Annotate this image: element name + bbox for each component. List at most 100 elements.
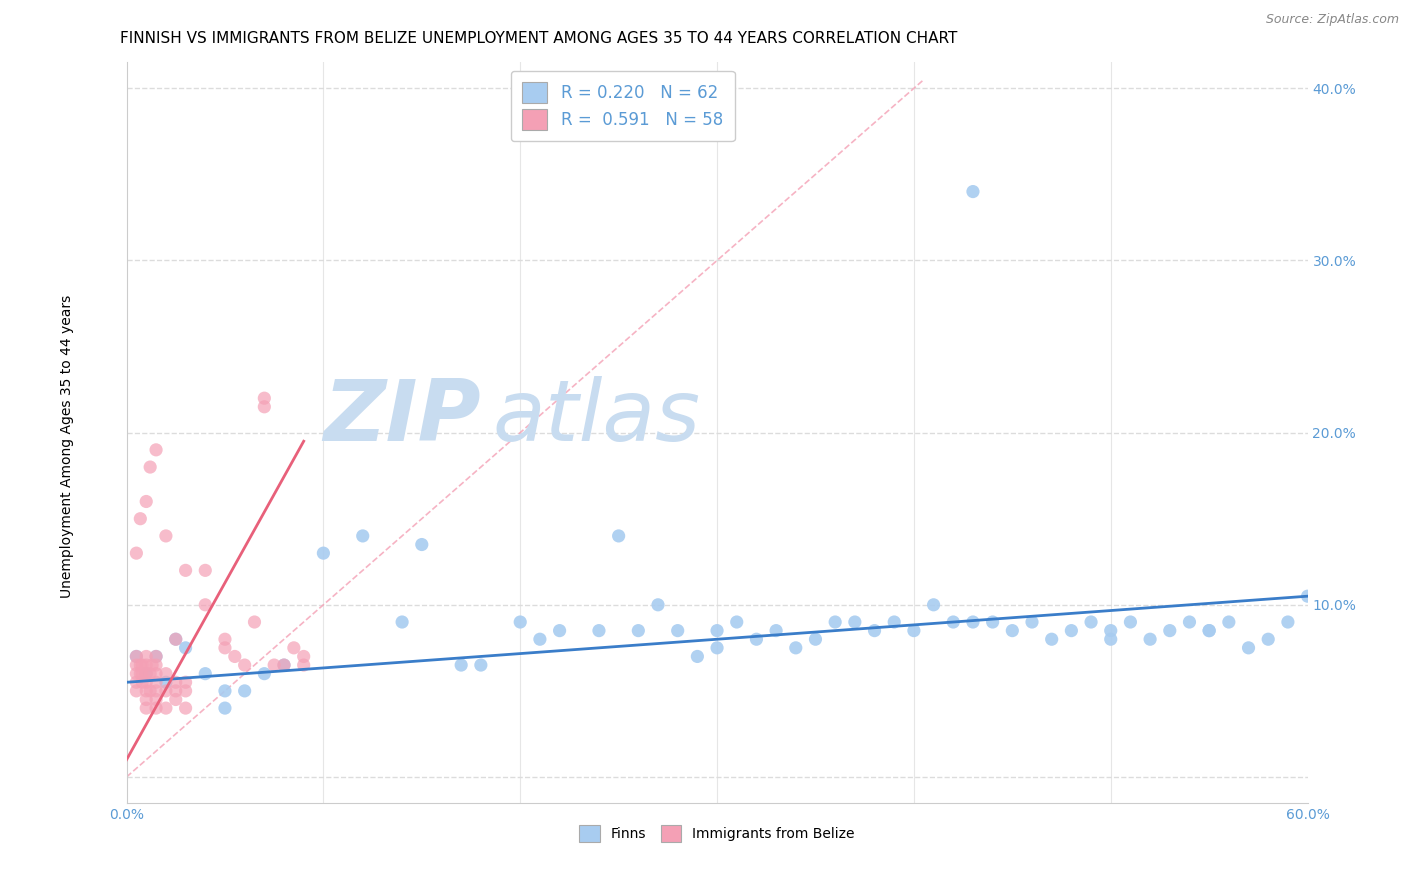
Point bbox=[243, 615, 266, 629]
Point bbox=[263, 658, 285, 673]
Point bbox=[135, 692, 157, 706]
Point bbox=[627, 624, 650, 638]
Point bbox=[125, 658, 148, 673]
Point bbox=[981, 615, 1004, 629]
Point bbox=[824, 615, 846, 629]
Point bbox=[135, 675, 157, 690]
Point bbox=[145, 692, 167, 706]
Point bbox=[129, 658, 152, 673]
Point bbox=[165, 675, 187, 690]
Point bbox=[666, 624, 689, 638]
Point bbox=[1119, 615, 1142, 629]
Point bbox=[129, 666, 152, 681]
Point bbox=[135, 658, 157, 673]
Point bbox=[292, 649, 315, 664]
Point bbox=[253, 666, 276, 681]
Point bbox=[135, 701, 157, 715]
Point bbox=[863, 624, 886, 638]
Point bbox=[174, 701, 197, 715]
Point bbox=[165, 632, 187, 647]
Point bbox=[214, 632, 236, 647]
Point bbox=[253, 400, 276, 414]
Point bbox=[1277, 615, 1299, 629]
Point bbox=[125, 666, 148, 681]
Point bbox=[962, 615, 984, 629]
Point bbox=[155, 666, 177, 681]
Point bbox=[1178, 615, 1201, 629]
Point bbox=[607, 529, 630, 543]
Point bbox=[1218, 615, 1240, 629]
Point bbox=[253, 391, 276, 405]
Point bbox=[1139, 632, 1161, 647]
Text: Source: ZipAtlas.com: Source: ZipAtlas.com bbox=[1265, 13, 1399, 27]
Point bbox=[804, 632, 827, 647]
Point bbox=[174, 684, 197, 698]
Point bbox=[273, 658, 295, 673]
Text: Unemployment Among Ages 35 to 44 years: Unemployment Among Ages 35 to 44 years bbox=[60, 294, 75, 598]
Point bbox=[470, 658, 492, 673]
Point bbox=[1099, 624, 1122, 638]
Point bbox=[145, 675, 167, 690]
Point bbox=[1237, 640, 1260, 655]
Point bbox=[194, 563, 217, 577]
Point bbox=[1198, 624, 1220, 638]
Point bbox=[165, 632, 187, 647]
Point bbox=[509, 615, 531, 629]
Point bbox=[145, 666, 167, 681]
Point bbox=[145, 442, 167, 457]
Point bbox=[922, 598, 945, 612]
Point bbox=[141, 658, 163, 673]
Point bbox=[145, 658, 167, 673]
Point bbox=[125, 649, 148, 664]
Point bbox=[273, 658, 295, 673]
Point bbox=[1296, 589, 1319, 603]
Point bbox=[145, 649, 167, 664]
Point bbox=[725, 615, 748, 629]
Point bbox=[214, 684, 236, 698]
Point bbox=[125, 675, 148, 690]
Point bbox=[391, 615, 413, 629]
Point bbox=[292, 658, 315, 673]
Point bbox=[131, 666, 153, 681]
Point bbox=[174, 675, 197, 690]
Point bbox=[706, 640, 728, 655]
Point bbox=[352, 529, 374, 543]
Point bbox=[844, 615, 866, 629]
Point bbox=[962, 185, 984, 199]
Point bbox=[1257, 632, 1279, 647]
Point bbox=[765, 624, 787, 638]
Point bbox=[131, 658, 153, 673]
Point bbox=[450, 658, 472, 673]
Point bbox=[647, 598, 669, 612]
Point bbox=[174, 563, 197, 577]
Point bbox=[135, 666, 157, 681]
Point bbox=[155, 675, 177, 690]
Point bbox=[155, 684, 177, 698]
Point bbox=[1159, 624, 1181, 638]
Point bbox=[135, 649, 157, 664]
Point bbox=[1198, 624, 1220, 638]
Point bbox=[125, 649, 148, 664]
Point bbox=[125, 684, 148, 698]
Point bbox=[135, 684, 157, 698]
Point bbox=[785, 640, 807, 655]
Point bbox=[686, 649, 709, 664]
Point bbox=[1060, 624, 1083, 638]
Text: ZIP: ZIP bbox=[323, 376, 481, 459]
Point bbox=[883, 615, 905, 629]
Point bbox=[1040, 632, 1063, 647]
Point bbox=[145, 649, 167, 664]
Point bbox=[155, 701, 177, 715]
Point bbox=[312, 546, 335, 560]
Point bbox=[145, 701, 167, 715]
Legend: Finns, Immigrants from Belize: Finns, Immigrants from Belize bbox=[574, 820, 860, 847]
Point bbox=[165, 684, 187, 698]
Point bbox=[233, 658, 256, 673]
Point bbox=[706, 624, 728, 638]
Point bbox=[224, 649, 246, 664]
Point bbox=[1099, 632, 1122, 647]
Point bbox=[942, 615, 965, 629]
Point bbox=[145, 684, 167, 698]
Point bbox=[1001, 624, 1024, 638]
Point bbox=[214, 640, 236, 655]
